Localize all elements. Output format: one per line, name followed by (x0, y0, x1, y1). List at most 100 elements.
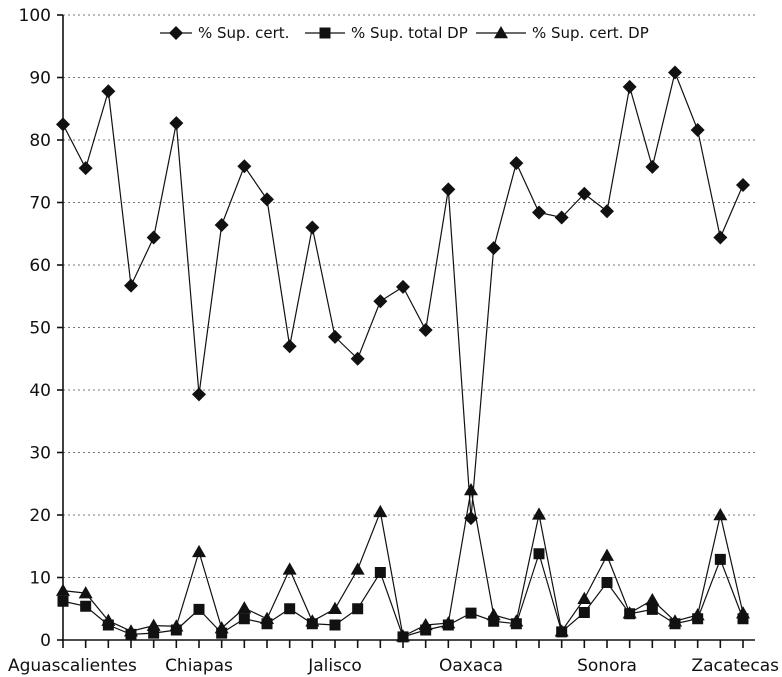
y-tick-label-90: 90 (29, 69, 51, 89)
point-diamond-8 (237, 159, 252, 174)
point-square-24 (601, 577, 613, 588)
point-diamond-11 (305, 220, 320, 235)
point-diamond-6 (192, 387, 206, 402)
series-layer (56, 65, 750, 643)
y-tick-label-0: 0 (40, 631, 51, 651)
point-triangle-3 (124, 624, 138, 637)
point-diamond-18 (464, 511, 478, 526)
point-diamond-14 (373, 294, 388, 309)
point-square-23 (578, 607, 590, 618)
point-triangle-18 (464, 483, 478, 496)
point-square-4 (148, 627, 160, 639)
series-diamond (56, 65, 750, 526)
y-tick-label-100: 100 (19, 6, 51, 26)
x-tick-label-jalisco: Jalisco (307, 656, 361, 676)
y-tick-label-50: 50 (29, 319, 51, 339)
y-tick-label-40: 40 (29, 381, 51, 401)
point-diamond-4 (146, 230, 161, 245)
point-diamond-24 (600, 204, 614, 219)
series-triangle (56, 483, 750, 642)
point-triangle-4 (146, 618, 161, 631)
point-triangle-2 (101, 613, 116, 626)
point-triangle-10 (282, 562, 297, 575)
point-triangle-27 (668, 614, 682, 627)
series-line-triangle (62, 489, 744, 638)
point-square-1 (80, 600, 92, 612)
x-tick-label-oaxaca: Oaxaca (439, 656, 503, 676)
axes: 0 10 20 30 40 50 60 70 80 90 100 Aguascalientes Chia… (8, 6, 779, 676)
point-square-18 (465, 607, 477, 619)
y-tick-label-10: 10 (29, 569, 51, 589)
point-diamond-1 (78, 161, 93, 176)
x-tick-label-aguascalientes: Aguascalientes (8, 656, 137, 676)
point-diamond-19 (486, 241, 501, 256)
point-triangle-26 (645, 593, 660, 606)
point-square-10 (284, 603, 296, 615)
point-square-14 (374, 567, 386, 578)
point-square-0 (57, 595, 69, 607)
point-triangle-14 (373, 504, 388, 518)
point-diamond-2 (101, 84, 116, 99)
legend-marker-triangle (494, 26, 508, 39)
point-square-6 (193, 603, 205, 615)
point-triangle-13 (350, 562, 365, 575)
point-square-21 (533, 548, 545, 560)
point-diamond-30 (736, 178, 750, 192)
point-triangle-16 (418, 618, 433, 631)
point-square-29 (714, 553, 726, 565)
point-triangle-8 (237, 601, 252, 614)
point-diamond-10 (282, 339, 297, 354)
point-diamond-27 (668, 65, 682, 80)
point-triangle-20 (509, 614, 524, 627)
y-tick-label-60: 60 (29, 256, 51, 276)
point-triangle-25 (622, 606, 637, 619)
legend-marker-square (319, 27, 331, 39)
point-diamond-23 (577, 186, 592, 201)
legend-label-diamond: % Sup. cert. (198, 24, 289, 42)
point-diamond-21 (532, 205, 546, 220)
point-triangle-11 (305, 614, 320, 627)
point-diamond-9 (260, 192, 274, 207)
point-square-30 (737, 613, 749, 625)
legend: % Sup. cert. % Sup. total DP % Sup. cert. … (160, 24, 649, 42)
point-triangle-0 (56, 583, 70, 596)
point-triangle-5 (169, 619, 184, 632)
point-triangle-1 (78, 586, 93, 599)
x-tick-label-sonora: Sonora (577, 656, 637, 676)
point-diamond-3 (124, 278, 138, 293)
legend-item-square: % Sup. total DP (305, 24, 468, 42)
point-triangle-15 (396, 629, 410, 642)
point-triangle-21 (532, 507, 546, 520)
point-diamond-25 (622, 79, 637, 94)
legend-item-triangle: % Sup. cert. DP (476, 24, 649, 42)
point-diamond-29 (713, 230, 728, 245)
point-square-26 (646, 603, 658, 615)
point-triangle-30 (736, 606, 750, 619)
x-tick-label-chiapas: Chiapas (165, 656, 233, 676)
point-diamond-28 (690, 123, 705, 137)
point-triangle-7 (214, 621, 229, 634)
y-tick-label-20: 20 (29, 506, 51, 526)
point-triangle-17 (441, 616, 456, 629)
point-square-12 (329, 619, 341, 631)
point-triangle-22 (554, 624, 569, 637)
point-square-8 (238, 613, 250, 625)
series-line-square (62, 551, 744, 638)
y-tick-label-30: 30 (29, 444, 51, 464)
point-triangle-9 (260, 611, 274, 624)
point-square-13 (352, 603, 364, 615)
legend-label-triangle: % Sup. cert. DP (532, 24, 649, 42)
point-diamond-13 (350, 351, 365, 366)
y-tick-label-70: 70 (29, 194, 51, 214)
point-square-19 (488, 615, 500, 627)
point-triangle-23 (577, 591, 592, 604)
point-diamond-5 (169, 116, 184, 131)
point-diamond-7 (214, 218, 229, 232)
series-square (57, 548, 749, 643)
legend-item-diamond: % Sup. cert. (160, 24, 289, 42)
point-diamond-12 (328, 329, 342, 344)
point-triangle-24 (600, 548, 614, 561)
point-diamond-15 (396, 279, 410, 294)
point-triangle-6 (192, 544, 206, 558)
legend-label-square: % Sup. total DP (351, 24, 468, 42)
